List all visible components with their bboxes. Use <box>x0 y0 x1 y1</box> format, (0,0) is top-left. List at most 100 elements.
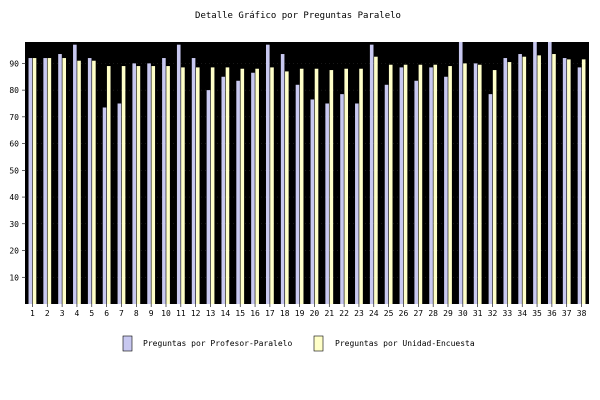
x-tick-label-25: 25 <box>384 309 394 318</box>
x-tick-label-13: 13 <box>206 309 216 318</box>
x-tick-label-20: 20 <box>310 309 320 318</box>
bar-s1-16 <box>251 72 255 304</box>
bar-s1-32 <box>488 94 493 304</box>
bar-s1-36 <box>547 42 552 304</box>
x-tick-label-11: 11 <box>176 309 186 318</box>
y-tick-label-60: 60 <box>9 140 19 149</box>
x-tick-label-1: 1 <box>30 309 35 318</box>
bar-s2-14 <box>225 67 230 305</box>
bar-s2-10 <box>166 66 170 305</box>
bar-s1-11 <box>176 44 181 305</box>
bar-s2-3 <box>62 58 67 304</box>
x-tick-label-14: 14 <box>221 309 231 318</box>
bar-s1-33 <box>503 58 508 304</box>
bar-s1-19 <box>295 84 300 304</box>
bar-s1-31 <box>473 63 478 304</box>
x-tick-label-29: 29 <box>443 309 453 318</box>
y-tick-label-40: 40 <box>9 193 19 202</box>
x-tick-label-21: 21 <box>324 309 334 318</box>
legend: Preguntas por Profesor-Paralelo Pregunta… <box>122 335 475 352</box>
bar-s1-25 <box>384 84 389 304</box>
y-tick-label-50: 50 <box>9 166 19 175</box>
y-tick-label-20: 20 <box>9 247 19 256</box>
x-tick-label-23: 23 <box>354 309 364 318</box>
bar-s2-37 <box>567 59 571 305</box>
x-tick-label-30: 30 <box>458 309 468 318</box>
bar-s2-26 <box>403 64 408 304</box>
y-tick-label-80: 80 <box>9 86 19 95</box>
bar-s2-2 <box>47 58 52 304</box>
x-tick-label-38: 38 <box>577 309 587 318</box>
x-tick-label-28: 28 <box>428 309 438 318</box>
bar-s2-27 <box>418 64 423 304</box>
bar-s1-13 <box>206 90 211 304</box>
bar-s1-15 <box>236 80 240 304</box>
bar-s1-26 <box>399 67 404 305</box>
bar-s2-8 <box>136 66 141 305</box>
bar-s2-12 <box>195 67 200 305</box>
bar-s1-30 <box>458 42 463 304</box>
bar-s2-28 <box>433 64 438 304</box>
x-tick-label-33: 33 <box>503 309 513 318</box>
y-tick-label-90: 90 <box>9 59 19 68</box>
bar-s1-5 <box>87 58 92 304</box>
bar-s2-20 <box>314 68 319 304</box>
x-tick-label-2: 2 <box>45 309 50 318</box>
x-tick-label-26: 26 <box>399 309 409 318</box>
x-tick-label-18: 18 <box>280 309 290 318</box>
x-axis-ticks: 1 2 3 4 5 6 7 8 9 10 11 12 13 14 15 16 17 18 19 20 21 22 23 24 2… <box>30 304 587 318</box>
bar-s1-3 <box>58 54 62 305</box>
x-tick-label-7: 7 <box>119 309 124 318</box>
bar-s2-13 <box>210 67 215 305</box>
bar-s2-4 <box>77 60 81 304</box>
legend-swatch-profesor <box>122 335 133 352</box>
x-tick-label-17: 17 <box>265 309 275 318</box>
legend-label-unidad: Preguntas por Unidad-Encuesta <box>335 339 475 348</box>
bar-s2-6 <box>106 66 111 305</box>
x-tick-label-4: 4 <box>75 309 80 318</box>
bar-s1-21 <box>325 103 329 304</box>
bar-s1-29 <box>444 76 448 305</box>
bar-s1-17 <box>265 44 270 305</box>
bar-s2-34 <box>522 56 527 304</box>
bar-s2-24 <box>374 56 378 304</box>
x-tick-label-19: 19 <box>295 309 305 318</box>
bar-s1-35 <box>533 42 537 304</box>
x-tick-label-22: 22 <box>339 309 349 318</box>
bar-s2-31 <box>477 64 482 304</box>
y-tick-label-70: 70 <box>9 113 19 122</box>
bar-s2-7 <box>121 66 126 305</box>
bar-s2-36 <box>552 54 556 305</box>
bar-s1-24 <box>369 44 374 305</box>
bar-s2-11 <box>181 67 185 305</box>
bar-s2-1 <box>32 58 37 304</box>
bar-s1-18 <box>280 54 285 305</box>
x-tick-label-36: 36 <box>547 309 557 318</box>
bar-s2-15 <box>240 68 245 304</box>
x-tick-label-32: 32 <box>488 309 498 318</box>
bar-s1-4 <box>73 44 77 305</box>
bar-s1-2 <box>43 58 47 304</box>
x-tick-label-12: 12 <box>191 309 201 318</box>
x-tick-label-8: 8 <box>134 309 139 318</box>
legend-swatch-unidad <box>313 335 324 352</box>
x-tick-label-16: 16 <box>250 309 260 318</box>
x-tick-label-3: 3 <box>60 309 65 318</box>
bar-s1-27 <box>414 80 419 304</box>
bar-s2-5 <box>92 60 96 304</box>
bar-s1-9 <box>147 63 151 304</box>
bar-s2-16 <box>255 68 259 304</box>
x-tick-label-37: 37 <box>562 309 572 318</box>
chart-title: Detalle Gráfico por Preguntas Paralelo <box>195 11 401 21</box>
x-tick-label-27: 27 <box>413 309 423 318</box>
x-tick-label-9: 9 <box>149 309 154 318</box>
bar-s2-29 <box>448 66 452 305</box>
y-tick-label-30: 30 <box>9 220 19 229</box>
y-axis-ticks: 10 20 30 40 50 60 70 80 90 <box>9 59 25 282</box>
bar-s2-9 <box>151 66 156 305</box>
x-tick-label-24: 24 <box>369 309 379 318</box>
bar-s1-12 <box>191 58 196 304</box>
bar-s2-30 <box>463 63 467 304</box>
x-tick-label-15: 15 <box>235 309 245 318</box>
